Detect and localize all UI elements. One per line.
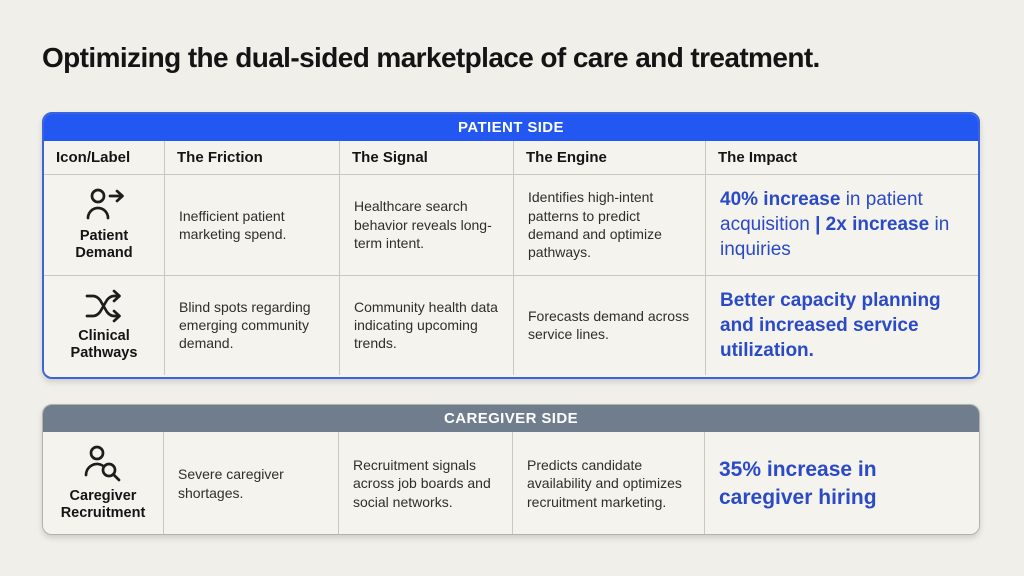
table-row-clinical-pathways: Clinical Pathways Blind spots regarding … — [44, 274, 978, 375]
column-header-icon-label: Icon/Label — [44, 141, 165, 174]
engine-cell: Forecasts demand across service lines. — [514, 275, 706, 375]
icon-label-cell: Caregiver Recruitment — [43, 432, 164, 534]
friction-cell: Inefficient patient marketing spend. — [165, 175, 340, 275]
row-label: Clinical Pathways — [70, 327, 138, 361]
signal-cell: Recruitment signals across job boards an… — [339, 432, 513, 534]
column-header-friction: The Friction — [165, 141, 340, 174]
patient-side-table: PATIENT SIDE Icon/Label The Friction The… — [42, 112, 980, 379]
patient-side-header: PATIENT SIDE — [44, 114, 978, 141]
shuffle-icon — [85, 289, 121, 322]
signal-cell: Community health data indicating upcomin… — [340, 275, 514, 375]
person-arrow-right-icon — [86, 188, 124, 220]
column-header-impact: The Impact — [706, 141, 978, 174]
icon-label-cell: Patient Demand — [44, 175, 165, 275]
friction-cell: Severe caregiver shortages. — [164, 432, 339, 534]
impact-cell: 35% increase in caregiver hiring — [705, 432, 979, 534]
impact-cell: 40% increase in patient acquisition | 2x… — [706, 175, 978, 275]
caregiver-side-table: CAREGIVER SIDE Caregiver Recruitment Sev… — [42, 404, 980, 535]
caregiver-side-header: CAREGIVER SIDE — [43, 405, 979, 432]
row-label: Patient Demand — [75, 228, 133, 262]
table-row-patient-demand: Patient Demand Inefficient patient marke… — [44, 174, 978, 275]
signal-cell: Healthcare search behavior reveals long-… — [340, 175, 514, 275]
engine-cell: Predicts candidate availability and opti… — [513, 432, 705, 534]
person-search-icon — [84, 445, 121, 482]
friction-cell: Blind spots regarding emerging community… — [165, 275, 340, 375]
impact-cell: Better capacity planning and increased s… — [706, 275, 978, 375]
row-label: Caregiver Recruitment — [60, 487, 146, 521]
table-row-caregiver-recruitment: Caregiver Recruitment Severe caregiver s… — [43, 432, 979, 534]
page-title: Optimizing the dual-sided marketplace of… — [42, 42, 820, 73]
column-header-signal: The Signal — [340, 141, 514, 174]
column-header-engine: The Engine — [514, 141, 706, 174]
engine-cell: Identifies high-intent patterns to predi… — [514, 175, 706, 275]
icon-label-cell: Clinical Pathways — [44, 275, 165, 375]
column-header-row: Icon/Label The Friction The Signal The E… — [44, 141, 978, 174]
